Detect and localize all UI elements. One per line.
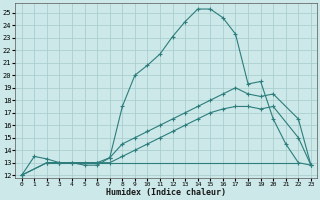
- X-axis label: Humidex (Indice chaleur): Humidex (Indice chaleur): [106, 188, 226, 197]
